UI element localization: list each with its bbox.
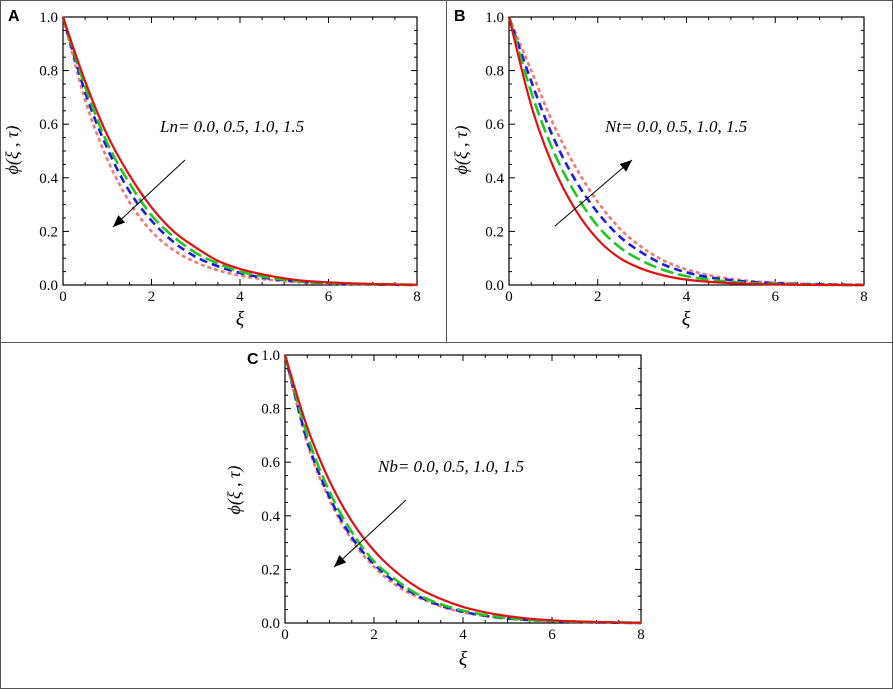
x-tick-label: 0 xyxy=(281,627,289,643)
x-tick-label: 4 xyxy=(459,627,467,643)
parameter-annotation: Nt= 0.0, 0.5, 1.0, 1.5 xyxy=(604,117,747,136)
trend-arrow-shaft xyxy=(333,499,407,568)
panel-label-a: A xyxy=(8,8,20,25)
x-tick-label: 0 xyxy=(59,289,67,305)
chart-panel-c: 0 2 4 6 8 0.0 0.2 0.4 0.6 0.8 1.0 ϕ(ξ , τ) ξ Nb= 0.0,… xyxy=(224,348,645,670)
panel-divider-vertical xyxy=(446,0,447,342)
y-tick-label: 0.2 xyxy=(485,224,504,240)
panel-label-c: C xyxy=(247,351,259,368)
y-tick-label: 1.0 xyxy=(39,10,58,26)
trend-arrow-head xyxy=(113,215,126,227)
x-tick-label: 2 xyxy=(370,627,378,643)
x-tick-label: 2 xyxy=(594,289,602,305)
chart-panel-a: 0 2 4 6 8 0.0 0.2 0.4 0.6 0.8 1.0 ϕ(ξ , τ) ξ Ln= 0.0,… xyxy=(2,10,421,330)
trend-arrow-shaft xyxy=(112,159,186,228)
x-tick-label: 6 xyxy=(772,289,780,305)
x-axis-label: ξ xyxy=(236,308,245,330)
parameter-annotation: Nb= 0.0, 0.5, 1.0, 1.5 xyxy=(377,457,524,476)
x-tick-label: 8 xyxy=(637,627,645,643)
series-line-dash xyxy=(283,354,642,625)
y-tick-label: 0.4 xyxy=(261,509,280,525)
y-axis-label: ϕ(ξ , τ) xyxy=(224,466,245,515)
trend-arrow-head xyxy=(334,555,347,567)
series-line-short-dash xyxy=(507,16,865,287)
y-tick-label: 0.0 xyxy=(261,616,280,632)
x-axis-label: ξ xyxy=(459,648,468,670)
y-tick-label: 0.0 xyxy=(39,278,58,294)
x-tick-label: 8 xyxy=(860,289,868,305)
y-tick-label: 0.6 xyxy=(39,117,58,133)
series-line-solid xyxy=(507,16,864,287)
y-axis-label: ϕ(ξ , τ) xyxy=(451,126,472,175)
x-tick-label: 2 xyxy=(148,289,156,305)
x-tick-label: 8 xyxy=(413,289,421,305)
trend-arrow-shaft xyxy=(554,159,633,227)
y-tick-label: 0.6 xyxy=(261,455,280,471)
parameter-annotation: Ln= 0.0, 0.5, 1.0, 1.5 xyxy=(159,117,304,136)
trend-arrow-head xyxy=(619,160,632,172)
x-tick-label: 6 xyxy=(548,627,556,643)
series-line-long-dash xyxy=(507,16,865,287)
y-tick-label: 0.8 xyxy=(39,64,58,80)
y-tick-label: 1.0 xyxy=(261,348,280,364)
x-tick-label: 0 xyxy=(505,289,513,305)
y-tick-label: 0.0 xyxy=(485,278,504,294)
x-tick-label: 6 xyxy=(325,289,333,305)
x-tick-label: 4 xyxy=(683,289,691,305)
chart-panel-b: 0 2 4 6 8 0.0 0.2 0.4 0.6 0.8 1.0 ϕ(ξ , τ) ξ Nt= 0.0,… xyxy=(451,10,868,330)
y-tick-label: 0.6 xyxy=(485,117,504,133)
x-axis-label: ξ xyxy=(682,308,691,330)
series-line-short-dash xyxy=(283,354,642,625)
series-line-solid xyxy=(283,354,642,624)
series-line-long-dash xyxy=(283,354,642,625)
panel-divider-horizontal xyxy=(0,342,893,343)
y-tick-label: 0.8 xyxy=(485,64,504,80)
y-tick-label: 0.4 xyxy=(39,171,58,187)
x-tick-label: 4 xyxy=(236,289,244,305)
y-tick-label: 0.2 xyxy=(261,562,280,578)
y-tick-label: 0.4 xyxy=(485,171,504,187)
y-axis-label: ϕ(ξ , τ) xyxy=(2,126,23,175)
panel-label-b: B xyxy=(454,8,466,25)
series-line-solid xyxy=(61,16,418,286)
y-tick-label: 0.8 xyxy=(261,402,280,418)
plot-frame xyxy=(508,16,865,286)
y-tick-label: 1.0 xyxy=(485,10,504,26)
plot-frame xyxy=(284,354,642,624)
y-tick-label: 0.2 xyxy=(39,224,58,240)
series-line-dash xyxy=(507,16,865,287)
